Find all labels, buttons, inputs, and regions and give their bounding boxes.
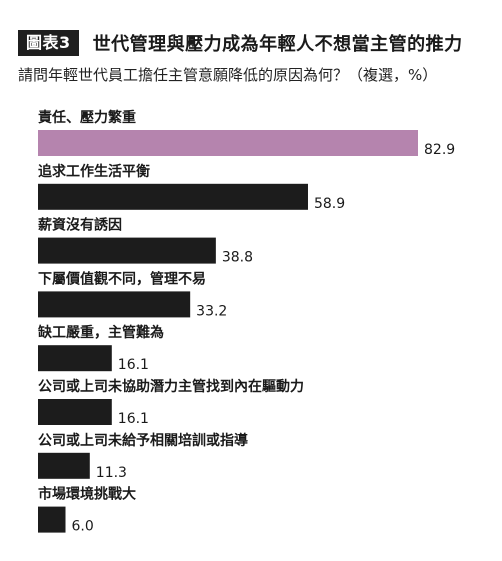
category-label: 責任、壓力繁重 <box>38 109 136 126</box>
value-label: 16.1 <box>118 357 149 373</box>
value-label: 33.2 <box>196 303 227 319</box>
value-label: 82.9 <box>424 142 455 158</box>
chart-subtitle: 請問年輕世代員工擔任主管意願降低的原因為何？（複選，%） <box>18 66 438 84</box>
bar <box>38 399 112 425</box>
value-label: 58.9 <box>314 196 345 212</box>
category-label: 薪資沒有誘因 <box>38 217 122 234</box>
bar <box>38 130 418 156</box>
category-label: 追求工作生活平衡 <box>38 163 150 180</box>
bar <box>38 452 90 479</box>
bar <box>38 183 308 210</box>
bar <box>38 506 66 533</box>
bar <box>38 291 191 318</box>
value-label: 38.8 <box>222 250 253 266</box>
bar <box>38 345 112 372</box>
category-label: 公司或上司未給予相關培訓或指導 <box>38 432 248 449</box>
category-label: 市場環境挑戰大 <box>38 486 136 503</box>
bar <box>38 237 216 264</box>
value-label: 16.1 <box>118 411 149 427</box>
chart-header: 圖表3 世代管理與壓力成為年輕人不想當主管的推力 <box>18 30 463 56</box>
value-label: 11.3 <box>96 465 127 481</box>
figure-badge: 圖表3 <box>18 30 79 56</box>
category-label: 公司或上司未協助潛力主管找到內在驅動力 <box>38 378 304 395</box>
chart-title: 世代管理與壓力成為年輕人不想當主管的推力 <box>92 34 463 55</box>
category-label: 缺工嚴重，主管難為 <box>38 324 164 341</box>
category-label: 下屬價值觀不同，管理不易 <box>38 270 206 287</box>
value-label: 6.0 <box>72 519 94 535</box>
